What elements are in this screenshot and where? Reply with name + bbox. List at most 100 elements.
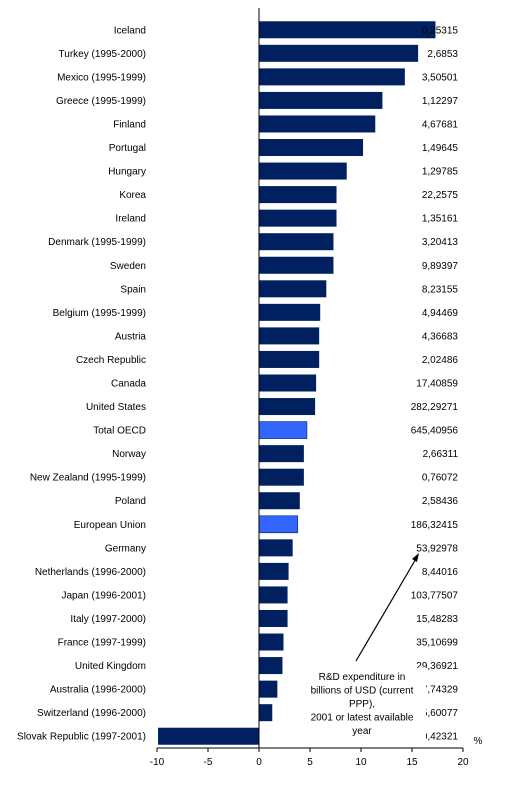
value-label: 5,60077 (422, 708, 459, 719)
category-label: Ireland (115, 214, 146, 225)
bar (259, 233, 334, 251)
category-label: Turkey (1995-2000) (59, 49, 146, 60)
x-tick-label: -5 (204, 757, 213, 768)
value-label: 35,10699 (416, 638, 458, 649)
x-tick-label: 15 (406, 757, 418, 768)
bar (259, 91, 383, 109)
annotation: R&D expenditure in billions of USD (curre… (300, 553, 426, 745)
value-labels: 0,25315 2,6853 3,50501 1,12297 4,67681 1,4964… (411, 25, 459, 742)
bar (259, 492, 300, 510)
category-label: Germany (105, 543, 146, 554)
value-label: 9,89397 (422, 261, 459, 272)
category-label: Hungary (108, 167, 146, 178)
value-label: 4,94469 (422, 308, 459, 319)
value-label: 4,67681 (422, 119, 459, 130)
bar (259, 445, 304, 463)
category-label: Switzerland (1996-2000) (37, 708, 146, 719)
category-label: Austria (115, 331, 147, 342)
annotation-line: R&D expenditure in (319, 672, 406, 683)
category-label: United States (86, 402, 146, 413)
bar (259, 186, 337, 204)
bar (259, 633, 284, 651)
bar (259, 562, 289, 580)
category-label: Norway (112, 449, 146, 460)
bar (259, 539, 293, 557)
value-label: 2,6853 (427, 49, 458, 60)
value-label: 1,49645 (422, 143, 459, 154)
value-label: 282,29271 (411, 402, 459, 413)
bar (259, 468, 304, 486)
bar (259, 162, 347, 180)
category-label: Czech Republic (76, 355, 146, 366)
x-tick-label: 10 (355, 757, 367, 768)
bar (259, 139, 364, 157)
category-label: Mexico (1995-1999) (57, 72, 146, 83)
category-label: Poland (115, 496, 146, 507)
annotation-line: billions of USD (current (311, 686, 414, 697)
value-label: 0,25315 (422, 25, 459, 36)
value-label: 3,50501 (422, 72, 459, 83)
value-label: 186,32415 (411, 520, 459, 531)
bar (259, 374, 317, 392)
category-label: Denmark (1995-1999) (48, 237, 146, 248)
bar (259, 303, 321, 321)
category-label: Total OECD (93, 426, 146, 437)
category-label: Finland (113, 119, 146, 130)
value-label: 3,20413 (422, 237, 459, 248)
value-label: 17,40859 (416, 379, 458, 390)
bar (259, 21, 436, 39)
bar (259, 68, 405, 86)
value-label: 22,2575 (422, 190, 459, 201)
category-label: Slovak Republic (1997-2001) (17, 732, 146, 743)
bars-group (158, 21, 436, 745)
bar (259, 586, 288, 604)
bar (258, 515, 299, 534)
value-label: 1,35161 (422, 214, 459, 225)
value-label: 0,42321 (422, 732, 459, 743)
category-label: Japan (1996-2001) (61, 590, 146, 601)
bar (259, 398, 316, 416)
bar (259, 327, 320, 345)
bar (259, 657, 283, 675)
category-label: Korea (119, 190, 146, 201)
value-label: 29,36921 (416, 661, 458, 672)
value-label: 8,23155 (422, 284, 459, 295)
value-label: 53,92978 (416, 543, 458, 554)
category-label: Australia (1996-2000) (50, 685, 146, 696)
unit-label: % (474, 736, 483, 747)
value-label: 2,58436 (422, 496, 459, 507)
category-label: Portugal (109, 143, 146, 154)
x-tick-label: 0 (256, 757, 262, 768)
category-label: Sweden (110, 261, 146, 272)
category-label: Iceland (114, 25, 146, 36)
bar (259, 704, 273, 722)
annotation-arrow-line (355, 556, 418, 662)
value-label: 7,74329 (422, 685, 459, 696)
category-label: Netherlands (1996-2000) (35, 567, 146, 578)
value-label: 645,40956 (411, 426, 459, 437)
category-labels: Iceland Turkey (1995-2000) Mexico (1995-19… (17, 25, 146, 742)
x-tick-label: -10 (150, 757, 165, 768)
value-label: 4,36683 (422, 331, 459, 342)
annotation-arrow-head (412, 553, 419, 562)
category-label: Belgium (1995-1999) (53, 308, 146, 319)
bar (259, 44, 419, 62)
annotation-line: 2001 or latest available (311, 713, 414, 724)
category-label: European Union (74, 520, 146, 531)
x-tick-label: 20 (457, 757, 469, 768)
category-label: Italy (1997-2000) (70, 614, 146, 625)
value-label: 1,12297 (422, 96, 459, 107)
category-label: Greece (1995-1999) (56, 96, 146, 107)
bar (259, 280, 327, 298)
x-tick-labels: -10 -5 0 5 10 15 20 (150, 757, 469, 768)
annotation-line: PPP), (349, 699, 375, 710)
value-label: 2,02486 (422, 355, 459, 366)
bar (158, 727, 259, 745)
annotation-line: year (352, 726, 372, 737)
value-label: 15,48283 (416, 614, 458, 625)
category-label: New Zealand (1995-1999) (30, 473, 146, 484)
value-label: 103,77507 (411, 590, 459, 601)
value-label: 8,44016 (422, 567, 459, 578)
bar (259, 680, 278, 698)
